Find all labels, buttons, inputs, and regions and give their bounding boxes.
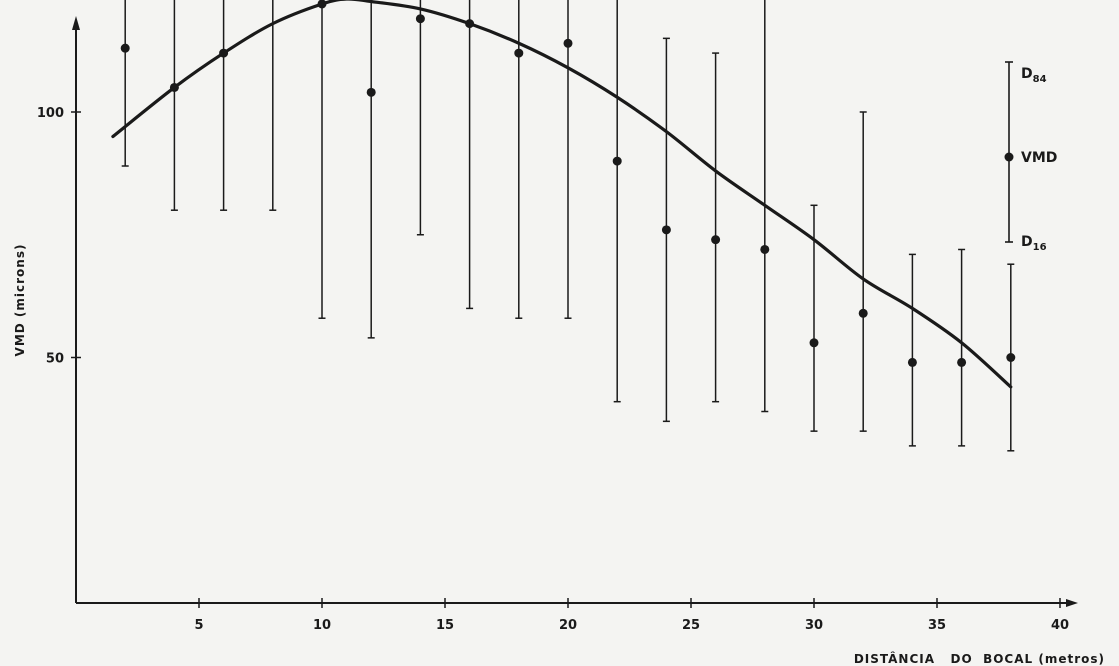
data-point [219, 48, 229, 58]
data-point [415, 14, 425, 24]
data-point [907, 357, 917, 367]
axes [72, 16, 1078, 607]
x-tick-label: 15 [436, 618, 454, 633]
legend-d16: D16 [1021, 234, 1047, 253]
x-axis-arrow [1066, 599, 1078, 607]
error-bars-group [121, 0, 1015, 452]
data-point [563, 38, 573, 48]
x-tick-label: 25 [682, 618, 700, 633]
x-tick-label: 20 [559, 618, 577, 633]
data-point [809, 338, 819, 348]
x-tick-label: 35 [928, 618, 946, 633]
data-point [317, 0, 327, 9]
data-point [120, 43, 130, 53]
data-point [366, 87, 376, 97]
data-point [465, 19, 475, 29]
legend-d84: D84 [1021, 66, 1047, 85]
data-point [760, 244, 770, 254]
data-point [661, 225, 671, 235]
legend-vmd: VMD [1021, 150, 1057, 166]
data-point [514, 48, 524, 58]
data-point [711, 235, 721, 245]
x-tick-label: 30 [805, 618, 823, 633]
data-points-group [120, 0, 1016, 367]
legend: D84 VMD D16 [1004, 61, 1057, 253]
data-point [1006, 353, 1016, 362]
x-tick-label: 10 [313, 618, 331, 633]
legend-point [1004, 152, 1014, 162]
data-point [957, 357, 967, 367]
y-axis-arrow [72, 16, 80, 30]
y-axis-title: VMD (microns) [13, 244, 27, 357]
data-point [169, 82, 179, 92]
fitted-curve-group [111, 0, 1013, 389]
x-axis-title: DISTÂNCIA DO BOCAL (metros) [854, 651, 1105, 666]
y-tick-label: 100 [37, 106, 64, 121]
fitted-curve [111, 0, 1013, 389]
data-point [858, 308, 868, 318]
tick-labels-group: 51015202530354050100150200 [37, 106, 1069, 633]
data-point [612, 156, 622, 166]
y-tick-label: 50 [46, 352, 64, 367]
x-tick-label: 40 [1051, 618, 1069, 633]
x-tick-label: 5 [194, 618, 203, 633]
